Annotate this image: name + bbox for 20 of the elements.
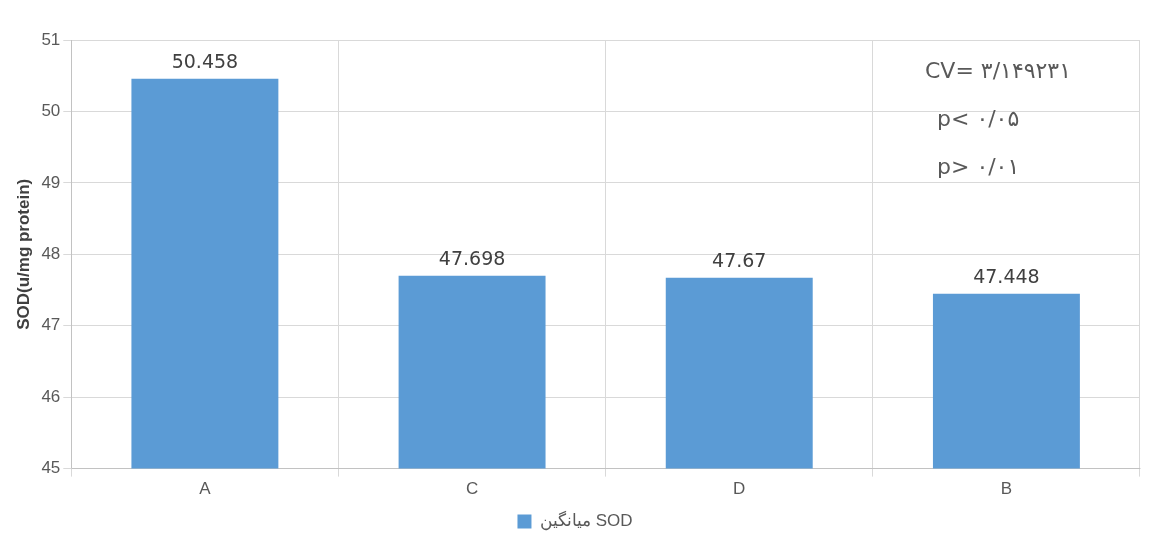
legend-label: میانگین SOD: [539, 510, 633, 532]
y-tick-label: 51: [41, 29, 61, 49]
data-label: 47.67: [712, 249, 767, 272]
x-tick-label: C: [465, 479, 479, 499]
y-tick-label: 49: [41, 172, 61, 192]
x-tick-label: A: [199, 479, 212, 499]
data-label: 47.698: [438, 247, 506, 270]
x-tick-label: D: [733, 479, 746, 499]
y-tick-label: 50: [41, 101, 61, 121]
y-tick-label: 46: [41, 386, 61, 406]
y-tick-label: 48: [41, 243, 61, 263]
y-tick-label: 45: [41, 458, 61, 478]
annotation: p< ۰/۰۵: [937, 105, 1020, 131]
annotation: p> ۰/۰۱: [937, 153, 1020, 179]
annotation: CV= ۳/۱۴۹۲۳۱: [925, 57, 1071, 83]
data-label: 47.448: [973, 265, 1040, 288]
data-label: 50.458: [171, 50, 239, 73]
y-tick-label: 47: [41, 315, 61, 335]
y-axis-title: SOD(u/mg protein): [13, 178, 33, 330]
x-tick-label: B: [1000, 479, 1013, 499]
